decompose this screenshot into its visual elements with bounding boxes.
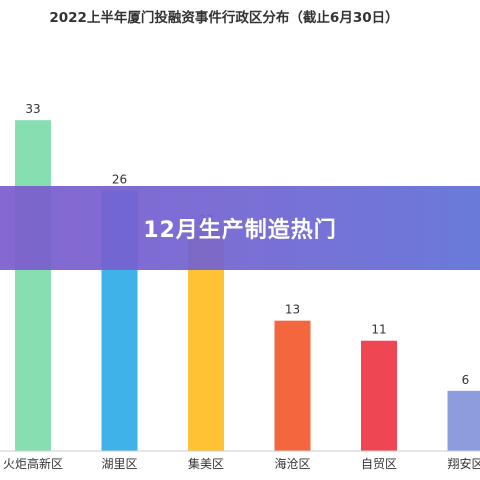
bar-value-label: 33 (25, 102, 40, 116)
chart-title: 2022上半年厦门投融资事件行政区分布（截止6月30日） (49, 9, 398, 26)
topic-banner[interactable]: 12月生产制造热门 (0, 186, 480, 270)
x-tick-labels: 火炬高新区 湖里区 集美区 海沧区 自贸区 翔安区 (3, 456, 480, 471)
bars-group: 33262213116 (15, 102, 480, 452)
x-tick-label: 海沧区 (274, 456, 310, 471)
x-tick-label: 火炬高新区 (3, 456, 63, 471)
bar (15, 120, 51, 452)
bar (447, 390, 480, 451)
bar-value-label: 13 (285, 303, 300, 317)
banner-title: 12月生产制造热门 (143, 218, 337, 243)
x-tick-label: 湖里区 (101, 456, 137, 471)
x-tick-label: 集美区 (188, 456, 224, 471)
bar (274, 320, 311, 451)
bar-value-label: 26 (112, 172, 127, 186)
x-tick-label: 翔安区 (447, 456, 480, 471)
bar (361, 340, 397, 451)
bar-value-label: 6 (462, 373, 470, 387)
x-tick-label: 自贸区 (361, 457, 397, 471)
bar-value-label: 11 (371, 323, 386, 337)
